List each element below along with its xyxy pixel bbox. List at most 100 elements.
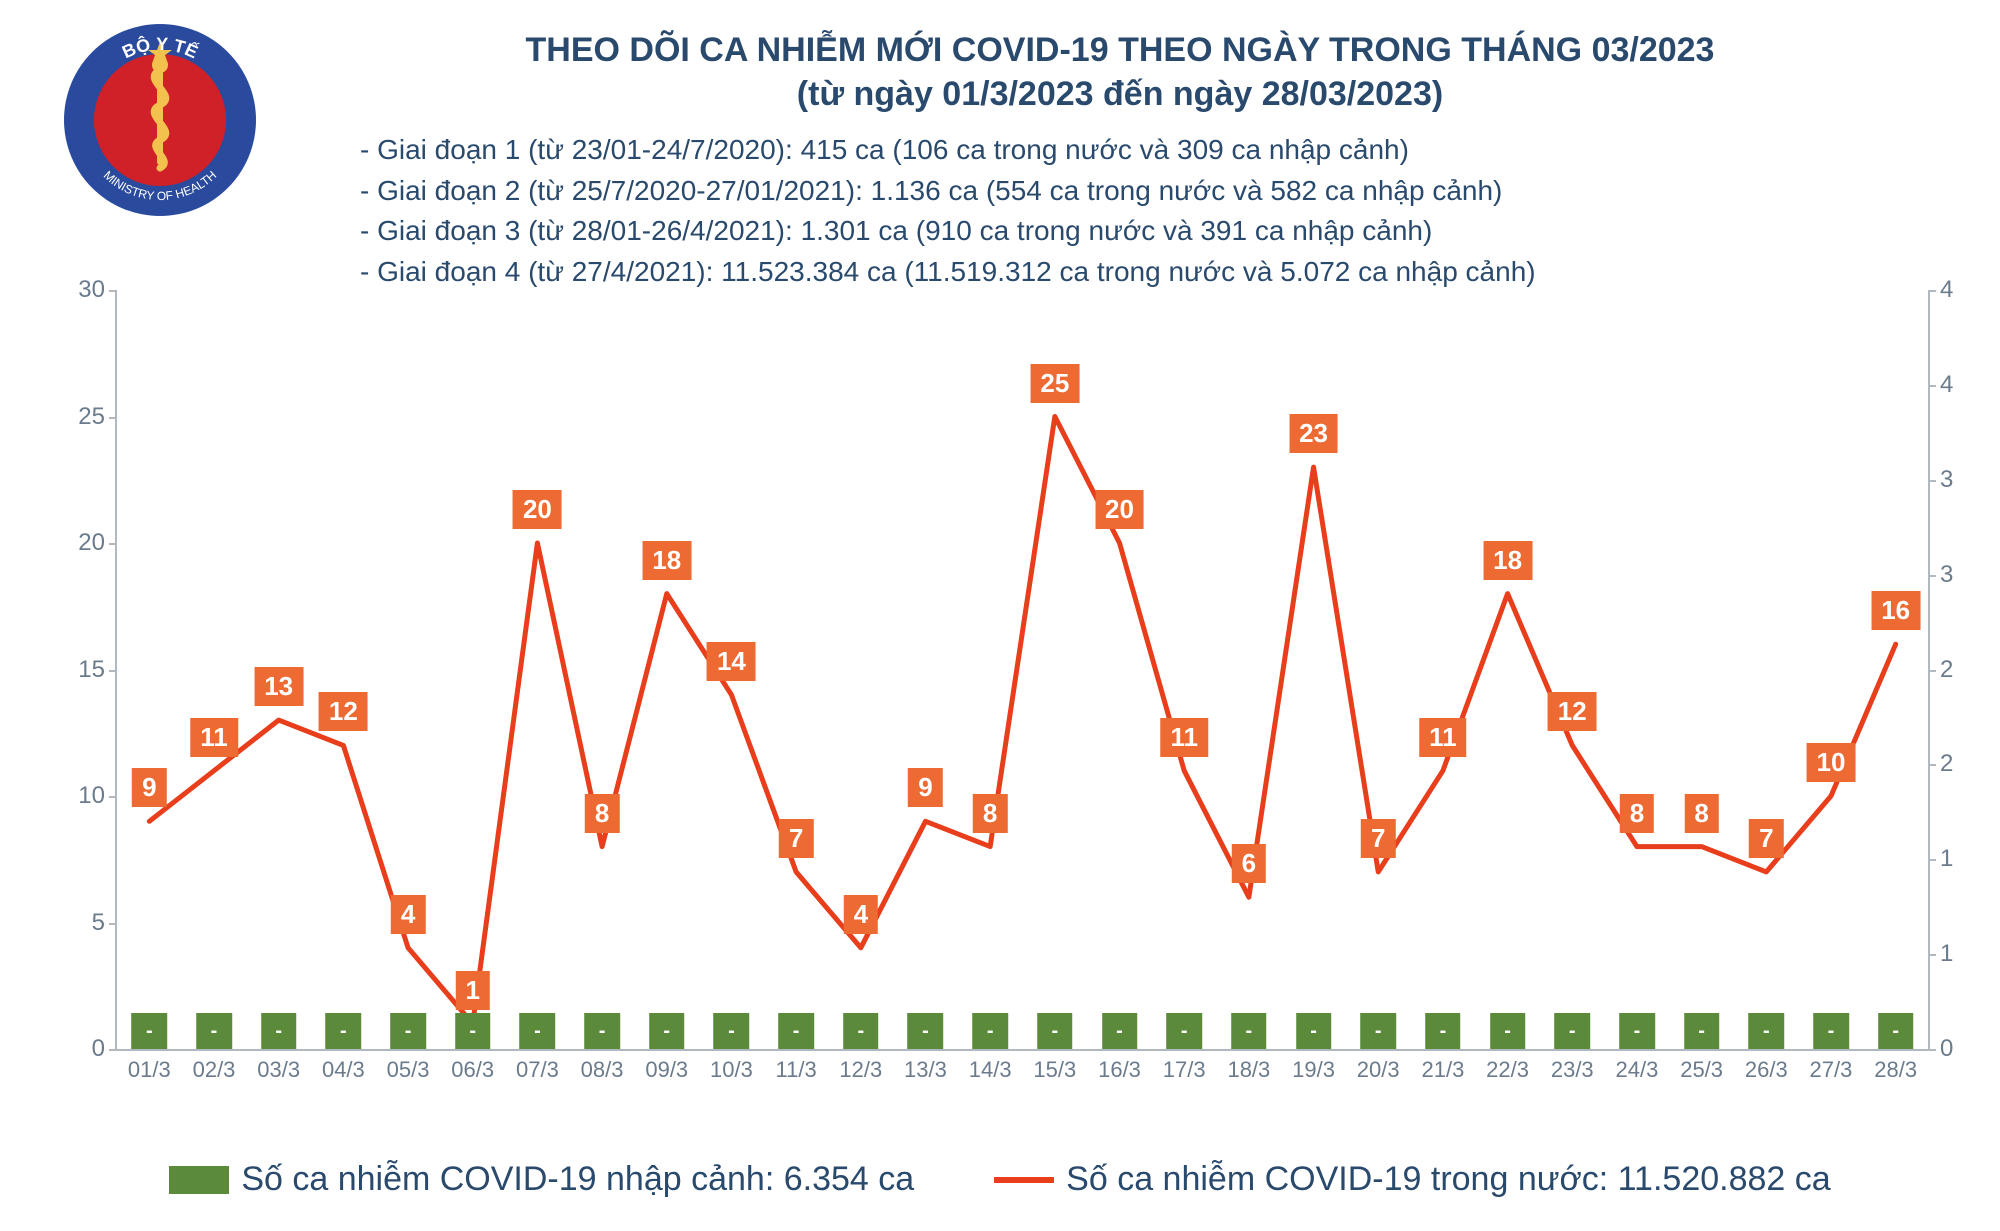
ministry-logo: BỘ Y TẾ MINISTRY OF HEALTH (60, 20, 260, 220)
bar: - (390, 1013, 426, 1049)
bar: - (1102, 1013, 1138, 1049)
y-axis-right-tick: 3 (1940, 466, 1980, 494)
bar-value-label: - (1763, 1020, 1770, 1043)
phase-descriptions: - Giai đoạn 1 (từ 23/01-24/7/2020): 415 … (360, 130, 1536, 292)
y-axis-right-tick: 1 (1940, 940, 1980, 968)
chart-area: 05101520253001122334401/3-02/3-03/3-04/3… (115, 290, 1930, 1101)
line-value-label: 11 (1160, 718, 1208, 757)
y-axis-left-tick: 10 (45, 782, 105, 810)
legend-swatch-bar (169, 1166, 229, 1194)
bar: - (1037, 1013, 1073, 1049)
bar: - (1813, 1013, 1849, 1049)
title-line-2: (từ ngày 01/3/2023 đến ngày 28/03/2023) (300, 72, 1940, 116)
bar-value-label: - (1310, 1020, 1317, 1043)
line-value-label: 13 (254, 667, 303, 706)
bar: - (1231, 1013, 1267, 1049)
line-value-label: 16 (1871, 591, 1920, 630)
x-category-label: 18/3 (1227, 1057, 1270, 1083)
bar: - (520, 1013, 556, 1049)
line-value-label: 18 (1483, 541, 1532, 580)
y-axis-left-tick: 0 (45, 1035, 105, 1063)
bar-value-label: - (728, 1020, 735, 1043)
bar: - (972, 1013, 1008, 1049)
bar-value-label: - (1375, 1020, 1382, 1043)
bar-value-label: - (1828, 1020, 1835, 1043)
line-value-label: 14 (707, 642, 756, 681)
bar: - (1554, 1013, 1590, 1049)
bar: - (1619, 1013, 1655, 1049)
y-axis-right-tick: 3 (1940, 561, 1980, 589)
line-value-label: 20 (1095, 490, 1144, 529)
line-value-label: 11 (190, 718, 238, 757)
y-axis-left-tick: 30 (45, 276, 105, 304)
x-category-label: 02/3 (193, 1057, 236, 1083)
bar: - (1425, 1013, 1461, 1049)
bar-value-label: - (1634, 1020, 1641, 1043)
title-line-1: THEO DÕI CA NHIỄM MỚI COVID-19 THEO NGÀY… (300, 28, 1940, 72)
x-category-label: 20/3 (1357, 1057, 1400, 1083)
bar: - (196, 1013, 232, 1049)
bar: - (1490, 1013, 1526, 1049)
legend-bar-text: Số ca nhiễm COVID-19 nhập cảnh: 6.354 ca (241, 1160, 914, 1199)
x-category-label: 17/3 (1163, 1057, 1206, 1083)
line-value-label: 6 (1232, 844, 1266, 883)
bar: - (1296, 1013, 1332, 1049)
bar-value-label: - (922, 1020, 929, 1043)
bar: - (1360, 1013, 1396, 1049)
x-category-label: 26/3 (1745, 1057, 1788, 1083)
y-axis-left-tick: 20 (45, 529, 105, 557)
bar: - (778, 1013, 814, 1049)
y-axis-right-tick: 2 (1940, 750, 1980, 778)
x-category-label: 24/3 (1616, 1057, 1659, 1083)
x-category-label: 08/3 (581, 1057, 624, 1083)
bar-value-label: - (1116, 1020, 1123, 1043)
phase-line: - Giai đoạn 4 (từ 27/4/2021): 11.523.384… (360, 252, 1536, 293)
line-value-label: 8 (973, 794, 1007, 833)
phase-line: - Giai đoạn 2 (từ 25/7/2020-27/01/2021):… (360, 171, 1536, 212)
bar: - (1684, 1013, 1720, 1049)
bar-value-label: - (211, 1020, 218, 1043)
x-category-label: 04/3 (322, 1057, 365, 1083)
y-axis-right-tick: 4 (1940, 371, 1980, 399)
legend: Số ca nhiễm COVID-19 nhập cảnh: 6.354 ca… (0, 1160, 2000, 1199)
bar: - (843, 1013, 879, 1049)
x-category-label: 22/3 (1486, 1057, 1529, 1083)
y-axis-right-tick: 1 (1940, 845, 1980, 873)
line-value-label: 12 (319, 692, 368, 731)
line-value-label: 1 (455, 971, 489, 1010)
x-category-label: 25/3 (1680, 1057, 1723, 1083)
line-value-label: 25 (1030, 364, 1079, 403)
bar-value-label: - (1892, 1020, 1899, 1043)
line-value-label: 20 (513, 490, 562, 529)
bar: - (261, 1013, 297, 1049)
bar: - (908, 1013, 944, 1049)
line-value-label: 7 (1749, 819, 1783, 858)
line-value-label: 18 (642, 541, 691, 580)
x-category-label: 05/3 (387, 1057, 430, 1083)
legend-swatch-line (994, 1177, 1054, 1183)
bar-value-label: - (1051, 1020, 1058, 1043)
x-category-label: 27/3 (1810, 1057, 1853, 1083)
x-category-label: 15/3 (1033, 1057, 1076, 1083)
x-category-label: 10/3 (710, 1057, 753, 1083)
line-value-label: 7 (1361, 819, 1395, 858)
bar: - (1166, 1013, 1202, 1049)
line-value-label: 9 (132, 768, 166, 807)
x-category-label: 13/3 (904, 1057, 947, 1083)
line-series-svg (117, 290, 1928, 1049)
x-category-label: 01/3 (128, 1057, 171, 1083)
x-category-label: 14/3 (969, 1057, 1012, 1083)
chart-title: THEO DÕI CA NHIỄM MỚI COVID-19 THEO NGÀY… (300, 28, 1940, 116)
bar: - (1878, 1013, 1914, 1049)
x-category-label: 21/3 (1421, 1057, 1464, 1083)
plot-region: 05101520253001122334401/3-02/3-03/3-04/3… (115, 290, 1930, 1051)
bar: - (1749, 1013, 1785, 1049)
line-value-label: 8 (1684, 794, 1718, 833)
y-axis-left-tick: 5 (45, 909, 105, 937)
bar-value-label: - (340, 1020, 347, 1043)
y-axis-right-tick: 2 (1940, 656, 1980, 684)
x-category-label: 12/3 (839, 1057, 882, 1083)
bar-value-label: - (405, 1020, 412, 1043)
x-category-label: 03/3 (257, 1057, 300, 1083)
bar-value-label: - (1440, 1020, 1447, 1043)
